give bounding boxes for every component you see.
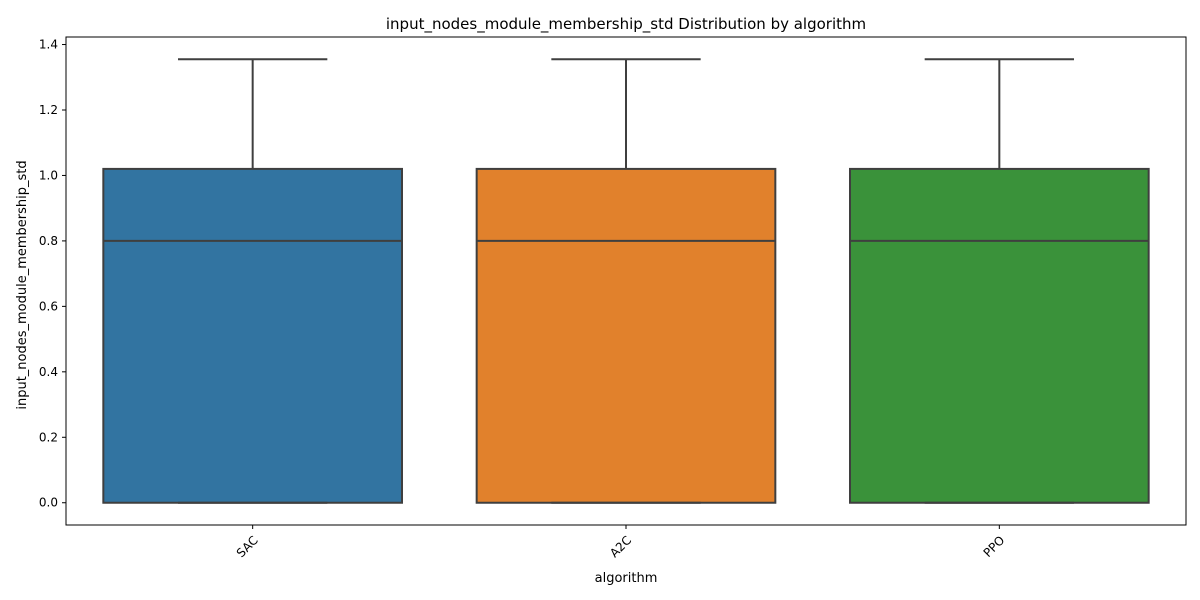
y-tick-label: 1.2 <box>39 103 58 117</box>
x-tick-label: SAC <box>234 533 261 560</box>
y-tick-label: 0.0 <box>39 496 58 510</box>
box-a2c <box>475 58 777 504</box>
y-tick-label: 1.0 <box>39 168 58 182</box>
x-tick-label: A2C <box>607 533 634 560</box>
x-axis-label: algorithm <box>595 571 658 586</box>
chart-title: input_nodes_module_membership_std Distri… <box>386 15 866 34</box>
x-tick-label: PPO <box>981 533 1008 560</box>
y-tick-label: 0.2 <box>39 430 58 444</box>
box-ppo <box>849 58 1150 504</box>
plot-area <box>102 58 1150 504</box>
y-tick-label: 1.4 <box>39 38 58 52</box>
box-body <box>475 167 777 504</box>
box-body <box>102 167 403 504</box>
y-tick-label: 0.6 <box>39 299 58 313</box>
box-sac <box>102 58 403 504</box>
y-tick-label: 0.8 <box>39 234 58 248</box>
box-body <box>849 167 1150 504</box>
y-tick-label: 0.4 <box>39 365 58 379</box>
y-axis-label: input_nodes_module_membership_std <box>15 160 30 409</box>
